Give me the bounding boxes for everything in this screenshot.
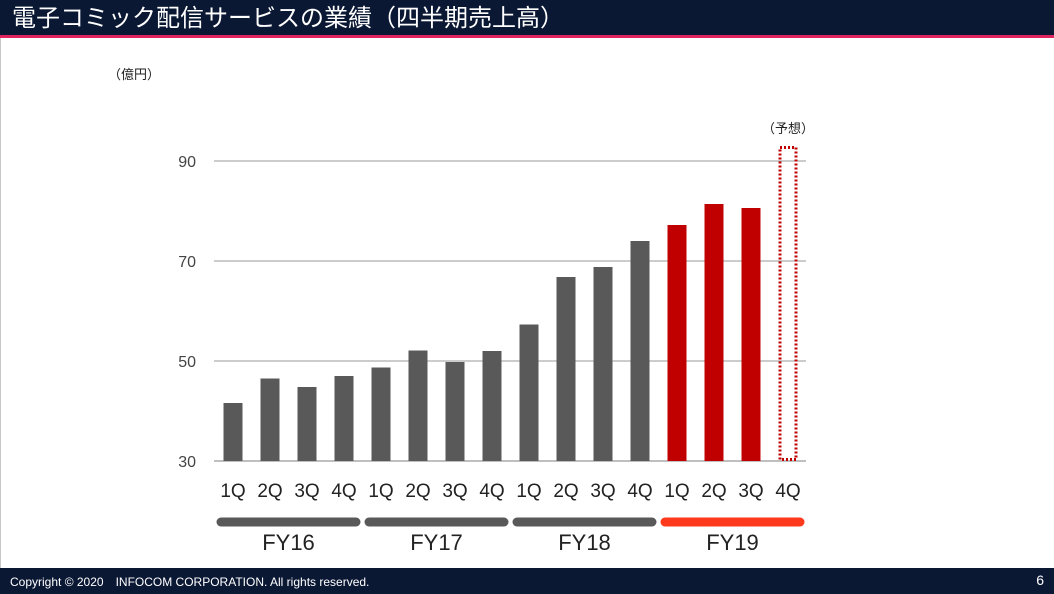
x-tick-label: 1Q bbox=[220, 481, 245, 502]
x-tick-label: 1Q bbox=[368, 481, 393, 502]
title-bar: 電子コミック配信サービスの業績（四半期売上高） bbox=[0, 0, 1054, 38]
copyright-text: Copyright © 2020 INFOCOM CORPORATION. Al… bbox=[10, 575, 370, 589]
bar bbox=[741, 208, 761, 461]
bar bbox=[593, 267, 613, 461]
bar bbox=[334, 376, 354, 461]
group-label: FY17 bbox=[410, 530, 463, 555]
bar bbox=[704, 204, 724, 461]
bar bbox=[223, 403, 243, 461]
bar bbox=[408, 350, 428, 461]
y-tick-label: 50 bbox=[178, 354, 196, 371]
x-tick-label: 2Q bbox=[405, 481, 430, 502]
forecast-label: （予想） bbox=[762, 122, 815, 137]
x-tick-label: 3Q bbox=[738, 481, 763, 502]
bar-chart: 30 50 70 90 1Q 2Q 3Q 4Q 1Q 2Q 3Q 4Q 1Q 2Q 3Q 4Q 1Q 2Q 3Q 4… bbox=[178, 146, 806, 555]
bar bbox=[519, 324, 539, 461]
left-border bbox=[0, 38, 1, 568]
bar bbox=[297, 387, 317, 461]
x-tick-label: 2Q bbox=[257, 481, 282, 502]
bar bbox=[667, 225, 687, 461]
bar bbox=[445, 362, 465, 461]
page-title: 電子コミック配信サービスの業績（四半期売上高） bbox=[12, 4, 564, 32]
forecast-bar bbox=[778, 146, 798, 461]
x-tick-label: 4Q bbox=[479, 481, 504, 502]
bar bbox=[371, 367, 391, 461]
group-label: FY19 bbox=[706, 530, 759, 555]
y-tick-label: 90 bbox=[178, 154, 196, 171]
bar bbox=[556, 277, 576, 461]
y-tick-label: 30 bbox=[178, 454, 196, 471]
x-tick-label: 3Q bbox=[442, 481, 467, 502]
group-label: FY16 bbox=[262, 530, 315, 555]
x-tick-label: 2Q bbox=[553, 481, 578, 502]
x-tick-label: 3Q bbox=[294, 481, 319, 502]
bar bbox=[260, 378, 280, 461]
y-axis-unit-label: （億円） bbox=[108, 68, 161, 83]
page-number: 6 bbox=[1036, 572, 1044, 588]
footer: Copyright © 2020 INFOCOM CORPORATION. Al… bbox=[0, 568, 1054, 594]
x-tick-label: 2Q bbox=[701, 481, 726, 502]
x-tick-label: 1Q bbox=[516, 481, 541, 502]
x-tick-label: 3Q bbox=[590, 481, 615, 502]
bar bbox=[482, 351, 502, 461]
x-tick-label: 4Q bbox=[775, 481, 800, 502]
x-tick-label: 1Q bbox=[664, 481, 689, 502]
group-label: FY18 bbox=[558, 530, 611, 555]
y-tick-label: 70 bbox=[178, 254, 196, 271]
bar bbox=[630, 241, 650, 461]
x-tick-label: 4Q bbox=[627, 481, 652, 502]
x-tick-label: 4Q bbox=[331, 481, 356, 502]
